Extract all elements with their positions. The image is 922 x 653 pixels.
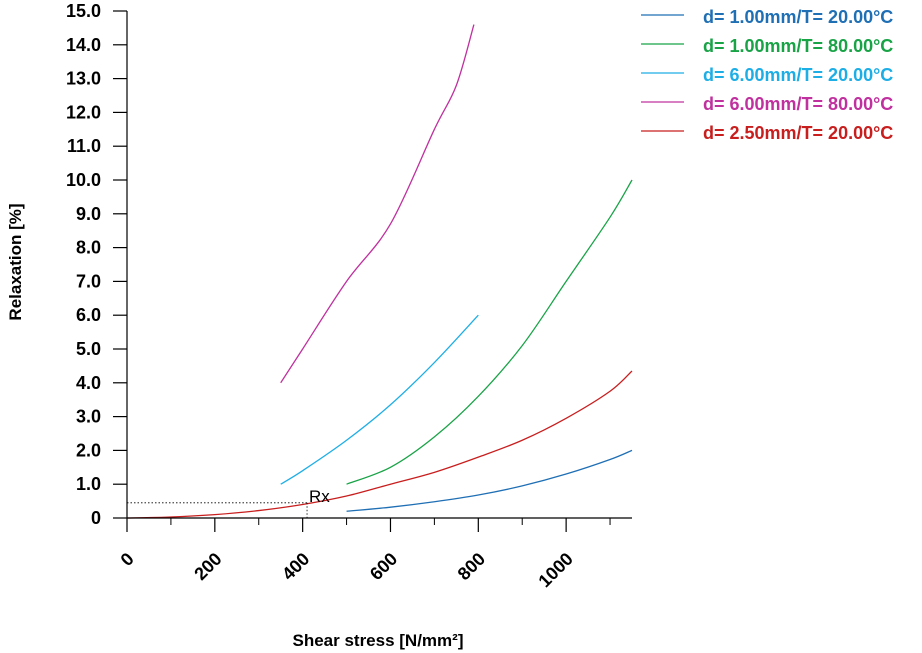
- plot-lines: [126, 24, 633, 519]
- series-line-2: [346, 179, 633, 485]
- x-tick-label: 600: [366, 549, 401, 584]
- legend-label-3: d= 6.00mm/T= 20.00°C: [703, 65, 893, 85]
- series-line-1: [346, 449, 633, 512]
- y-tick-label: 11.0: [67, 136, 101, 156]
- legend-label-4: d= 6.00mm/T= 80.00°C: [703, 94, 893, 114]
- y-tick-label: 3.0: [76, 407, 101, 427]
- legend-label-2: d= 1.00mm/T= 80.00°C: [703, 36, 893, 56]
- y-tick-label: 5.0: [76, 339, 101, 359]
- legend: d= 1.00mm/T= 20.00°C d= 1.00mm/T= 80.00°C…: [641, 7, 893, 143]
- y-tick-label: 13.0: [66, 69, 101, 89]
- annotation-label: Rx: [309, 487, 330, 506]
- y-tick-label: 10.0: [66, 170, 101, 190]
- x-axis: 0 200 400 600 800 1000: [117, 517, 632, 591]
- annotation-layer: Rx: [127, 487, 330, 518]
- y-tick-label: 1.0: [76, 474, 101, 494]
- y-tick-label: 4.0: [76, 373, 101, 393]
- y-tick-label: 2.0: [76, 440, 101, 460]
- y-axis: 0 1.0 2.0 3.0 4.0 5.0 6.0 7.0 8.0 9.0 10.0 11.0 12.0…: [66, 1, 128, 528]
- y-tick-label: 12.0: [66, 102, 101, 122]
- y-tick-label: 15.0: [66, 1, 101, 21]
- x-tick-label: 200: [190, 549, 225, 584]
- series-line-5: [126, 370, 633, 519]
- y-tick-label: 6.0: [76, 305, 101, 325]
- series-line-3: [280, 314, 479, 485]
- y-tick-label: 8.0: [76, 238, 101, 258]
- legend-label-1: d= 1.00mm/T= 20.00°C: [703, 7, 893, 27]
- x-tick-label: 800: [454, 549, 489, 584]
- x-tick-label: 1000: [534, 549, 576, 591]
- y-tick-label: 9.0: [76, 204, 101, 224]
- series-line-4: [280, 24, 475, 384]
- y-tick-label: 14.0: [66, 35, 101, 55]
- y-axis-title: Relaxation [%]: [6, 203, 25, 320]
- legend-label-5: d= 2.50mm/T= 20.00°C: [703, 123, 893, 143]
- x-tick-label: 0: [117, 549, 138, 570]
- y-tick-label: 7.0: [76, 271, 101, 291]
- x-axis-title: Shear stress [N/mm²]: [292, 631, 463, 650]
- x-tick-label: 400: [278, 549, 313, 584]
- y-tick-label: 0: [91, 508, 101, 528]
